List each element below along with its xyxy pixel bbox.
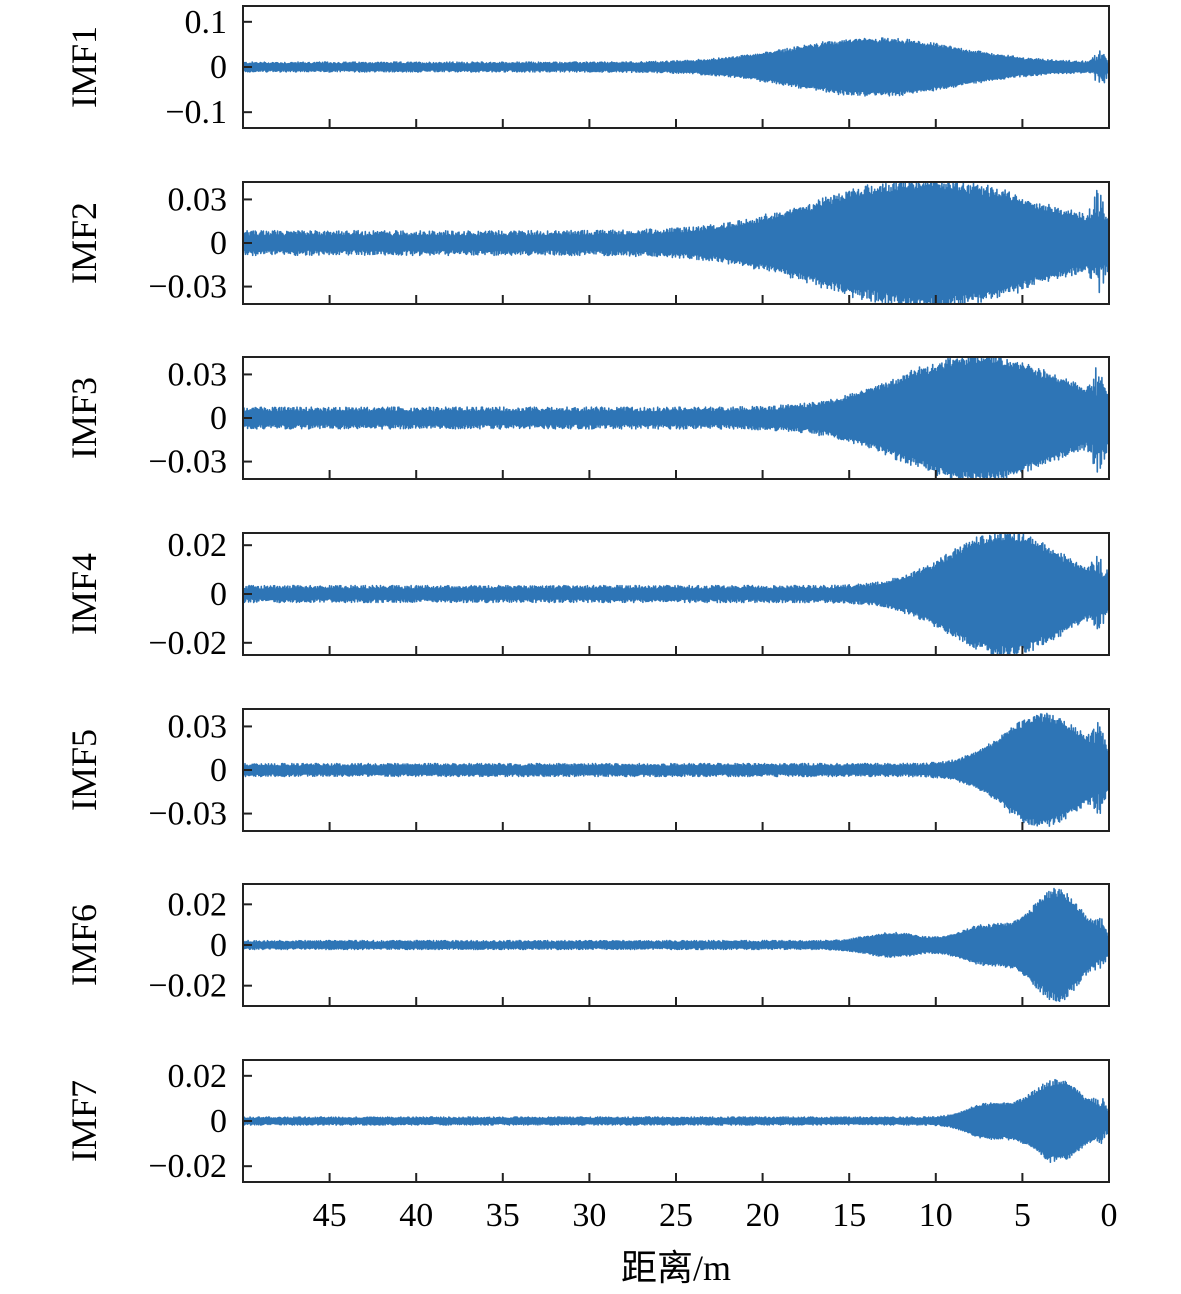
subplot-imf5: 0.03 0 −0.03 IMF5 [64,708,1110,833]
y-tick-label: 0 [210,400,227,437]
x-tick-label: 5 [1014,1197,1031,1234]
y-axis-label-imf6: IMF6 [64,904,104,986]
y-tick-label: 0.02 [168,886,228,923]
y-axis-label-imf7: IMF7 [64,1080,104,1162]
y-tick-label: 0 [210,576,227,613]
y-tick-label: 0 [210,1103,227,1140]
signal-line-imf5 [242,712,1110,827]
subplot-imf1: 0.1 0 −0.1 IMF1 [64,4,1110,131]
y-tick-label: −0.02 [148,968,227,1005]
y-tick-label: −0.03 [148,269,227,306]
x-tick-label: 25 [659,1197,693,1234]
y-axis-label-imf1: IMF1 [64,26,104,108]
y-tick-label: 0.1 [185,4,228,41]
signal-line-imf1 [242,37,1110,97]
y-axis-label-imf4: IMF4 [64,553,104,635]
y-tick-label: −0.02 [148,1148,227,1185]
y-tick-label: −0.1 [165,94,227,131]
y-tick-label: −0.03 [148,444,227,481]
subplot-panels: 0.1 0 −0.1 IMF1 0.03 0 −0.03 IMF2 0.03 0 −0.03 IMF3… [64,4,1110,1185]
signal-line-imf2 [242,181,1110,305]
y-tick-label: −0.03 [148,796,227,833]
subplot-imf4: 0.02 0 −0.02 IMF4 [64,527,1110,662]
y-tick-label: 0.03 [168,181,228,218]
shared-x-axis: 45 40 35 30 25 20 15 10 5 0 [313,1197,1118,1234]
y-tick-label: 0.02 [168,527,228,564]
subplot-imf7: 0.02 0 −0.02 IMF7 [64,1058,1110,1185]
x-axis-label: 距离/m [621,1248,731,1288]
x-tick-label: 20 [746,1197,780,1234]
signal-line-imf4 [242,532,1110,656]
signal-line-imf3 [242,356,1110,480]
y-tick-label: 0.02 [168,1058,228,1095]
y-tick-label: 0.03 [168,356,228,393]
subplot-imf2: 0.03 0 −0.03 IMF2 [64,181,1110,306]
y-axis-label-imf3: IMF3 [64,377,104,459]
x-tick-label: 30 [572,1197,606,1234]
y-tick-label: 0.03 [168,708,228,745]
signal-line-imf6 [242,887,1110,1002]
y-tick-label: 0 [210,225,227,262]
x-tick-label: 10 [919,1197,953,1234]
x-tick-label: 40 [399,1197,433,1234]
x-tick-label: 15 [832,1197,866,1234]
y-tick-label: 0 [210,49,227,86]
y-axis-label-imf5: IMF5 [64,729,104,811]
y-tick-label: 0 [210,752,227,789]
y-axis-label-imf2: IMF2 [64,202,104,284]
subplot-imf3: 0.03 0 −0.03 IMF3 [64,356,1110,481]
x-tick-label: 0 [1101,1197,1118,1234]
y-tick-label: −0.02 [148,625,227,662]
x-tick-label: 45 [313,1197,347,1234]
signal-line-imf7 [242,1078,1110,1163]
y-tick-label: 0 [210,927,227,964]
subplot-imf6: 0.02 0 −0.02 IMF6 [64,883,1110,1007]
x-tick-label: 35 [486,1197,520,1234]
